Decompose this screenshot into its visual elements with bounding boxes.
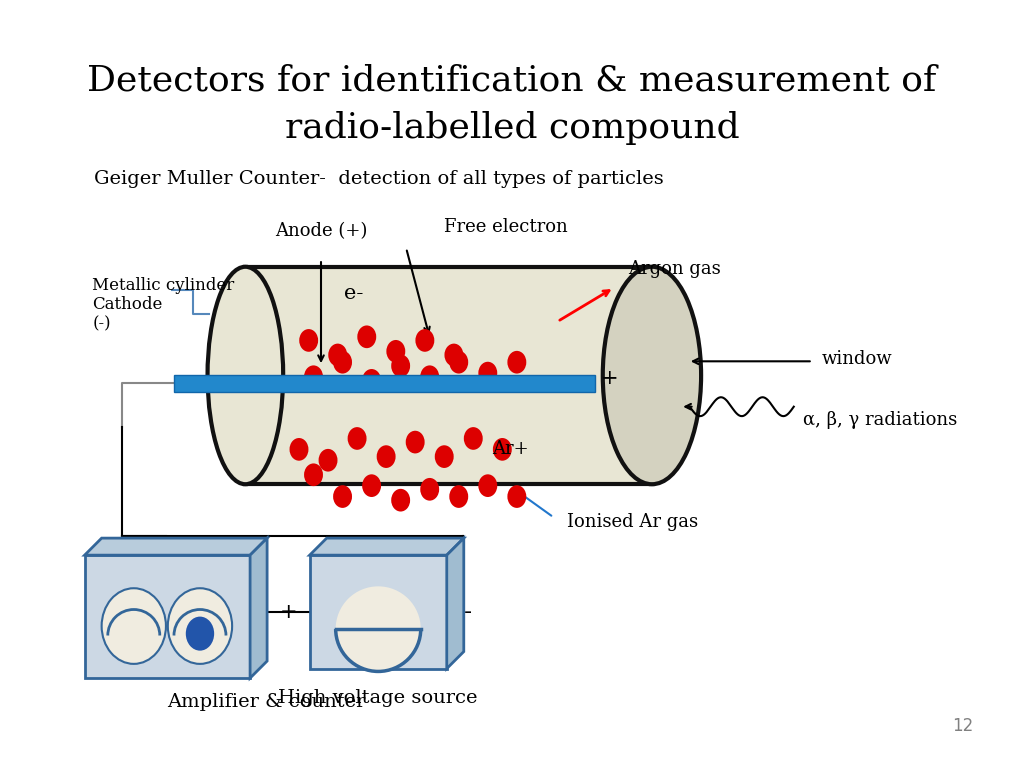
Ellipse shape — [391, 489, 410, 511]
Polygon shape — [85, 555, 250, 678]
Ellipse shape — [299, 329, 318, 352]
Text: Argon gas: Argon gas — [629, 260, 721, 278]
Text: High voltage source: High voltage source — [279, 690, 478, 707]
Text: e-: e- — [344, 283, 364, 303]
Text: window: window — [822, 350, 893, 369]
Polygon shape — [174, 375, 595, 392]
Ellipse shape — [478, 475, 498, 497]
Ellipse shape — [347, 427, 367, 450]
Text: Amplifier & counter: Amplifier & counter — [167, 693, 366, 710]
Ellipse shape — [304, 463, 323, 486]
Ellipse shape — [416, 329, 434, 352]
Text: Cathode: Cathode — [92, 296, 163, 313]
Text: Free electron: Free electron — [444, 219, 567, 237]
Ellipse shape — [208, 266, 284, 485]
Ellipse shape — [333, 485, 352, 508]
Ellipse shape — [420, 366, 439, 388]
Ellipse shape — [336, 586, 421, 671]
Ellipse shape — [101, 588, 166, 664]
Ellipse shape — [603, 266, 701, 485]
Ellipse shape — [386, 340, 406, 362]
Text: -: - — [464, 602, 472, 622]
Text: α, β, γ radiations: α, β, γ radiations — [803, 411, 957, 429]
Text: Metallic cylinder: Metallic cylinder — [92, 277, 234, 294]
Polygon shape — [85, 538, 267, 555]
Ellipse shape — [362, 369, 381, 392]
Ellipse shape — [420, 478, 439, 501]
Ellipse shape — [329, 343, 347, 366]
Ellipse shape — [444, 343, 464, 366]
Text: (-): (-) — [92, 315, 111, 332]
Text: Detectors for identification & measurement of: Detectors for identification & measureme… — [87, 64, 937, 98]
Text: Ar+: Ar+ — [492, 440, 528, 458]
Ellipse shape — [357, 326, 376, 348]
Text: +: + — [280, 602, 298, 622]
Polygon shape — [446, 538, 464, 669]
Ellipse shape — [435, 445, 454, 468]
Ellipse shape — [318, 449, 338, 472]
Ellipse shape — [493, 438, 512, 461]
Polygon shape — [246, 266, 652, 485]
Text: 12: 12 — [952, 717, 974, 735]
Polygon shape — [250, 538, 267, 678]
Ellipse shape — [362, 475, 381, 497]
Ellipse shape — [478, 362, 498, 385]
Ellipse shape — [450, 351, 468, 373]
Text: Ionised Ar gas: Ionised Ar gas — [567, 513, 698, 531]
Ellipse shape — [304, 366, 323, 388]
Ellipse shape — [406, 431, 425, 453]
Text: Anode (+): Anode (+) — [274, 222, 368, 240]
Text: radio-labelled compound: radio-labelled compound — [285, 111, 739, 144]
Ellipse shape — [450, 485, 468, 508]
Ellipse shape — [507, 351, 526, 373]
Text: Geiger Muller Counter-  detection of all types of particles: Geiger Muller Counter- detection of all … — [94, 170, 664, 188]
Ellipse shape — [290, 438, 308, 461]
Ellipse shape — [377, 445, 395, 468]
Ellipse shape — [185, 617, 214, 650]
Ellipse shape — [333, 351, 352, 373]
Ellipse shape — [168, 588, 232, 664]
Polygon shape — [309, 538, 464, 555]
Ellipse shape — [507, 485, 526, 508]
Polygon shape — [309, 555, 446, 669]
Ellipse shape — [464, 427, 482, 450]
Ellipse shape — [391, 355, 410, 377]
Text: +: + — [601, 369, 618, 388]
